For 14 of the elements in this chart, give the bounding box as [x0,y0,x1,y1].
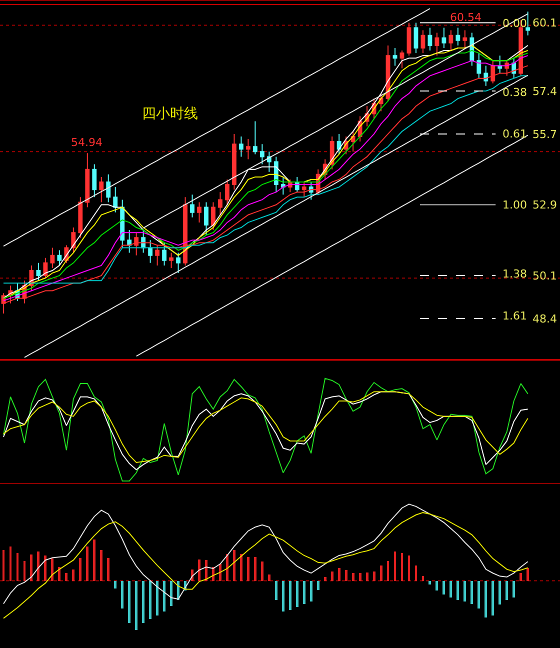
y2-tick-label: 0.61 [502,128,527,141]
y2-tick-label: 1.00 [502,198,527,212]
annotation: 54.94 [71,136,102,149]
y2-tick-label: 1.38 [502,268,527,281]
y-tick-label: 48.4 [532,312,557,326]
y-tick-label: 50.1 [532,269,557,282]
annotation: 四小时线 [142,106,198,122]
y2-tick-label: 1.61 [502,309,527,322]
annotation: 60.54 [450,11,482,24]
y-tick-label: 52.9 [532,198,557,212]
y2-tick-label: 0.38 [502,86,527,99]
y-tick-label: 60.1 [532,16,557,30]
y-tick-label: 55.7 [532,128,557,141]
y-tick-label: 57.4 [532,84,557,98]
